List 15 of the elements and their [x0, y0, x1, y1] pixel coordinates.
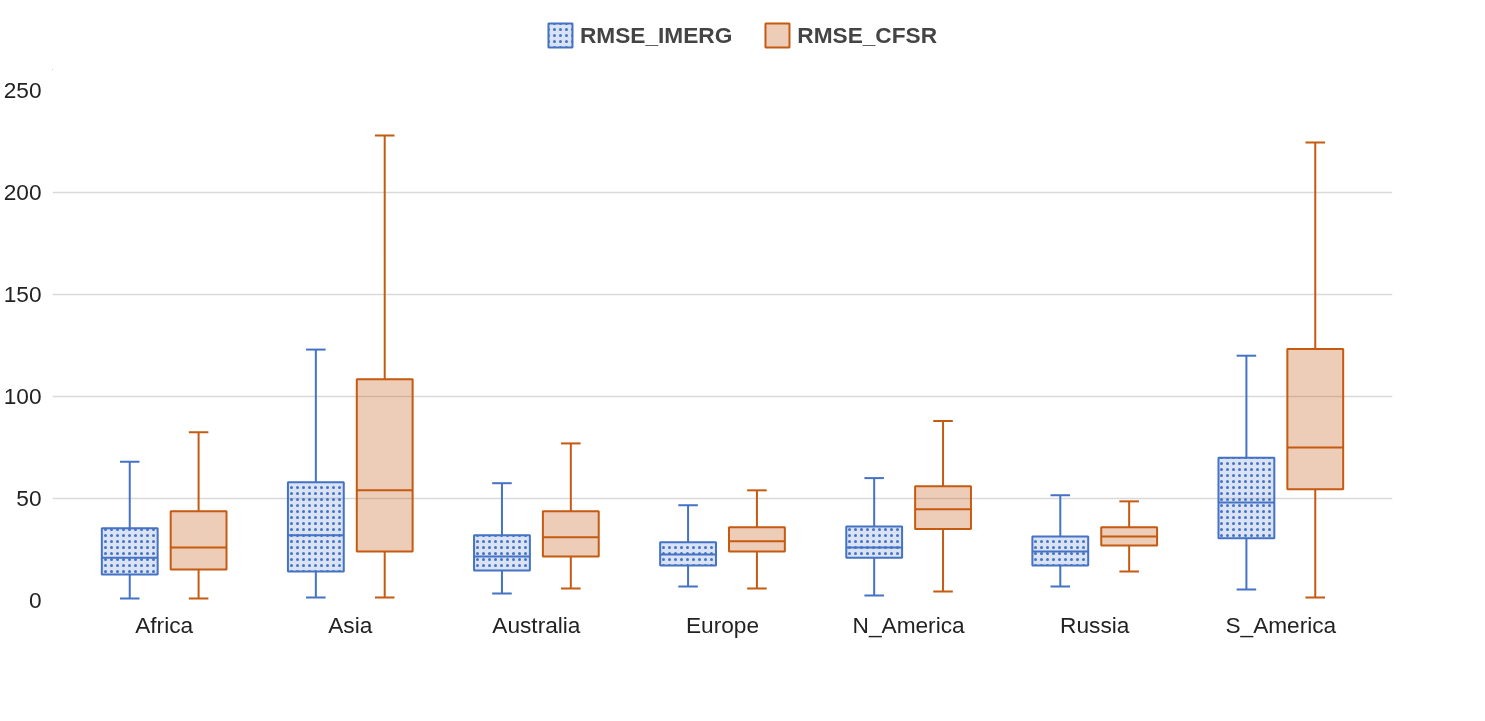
y-tick-label: 250	[3, 77, 42, 103]
x-tick-label: Australia	[492, 611, 581, 638]
y-tick-label: 100	[3, 383, 42, 409]
x-tick-label: Asia	[328, 611, 373, 638]
legend-label: RMSE_CFSR	[797, 21, 938, 49]
legend-label: RMSE_IMERG	[579, 21, 733, 49]
x-tick-label: Europe	[685, 611, 760, 638]
y-tick-label: 200	[3, 179, 42, 205]
x-tick-label: S_America	[1225, 611, 1337, 638]
x-tick-label: N_America	[852, 611, 966, 638]
y-tick-label: 0	[28, 587, 42, 613]
y-tick-label: 150	[3, 281, 42, 307]
y-tick-label: 50	[16, 485, 42, 511]
x-tick-label: Africa	[135, 611, 194, 638]
x-tick-label: Russia	[1060, 611, 1130, 638]
